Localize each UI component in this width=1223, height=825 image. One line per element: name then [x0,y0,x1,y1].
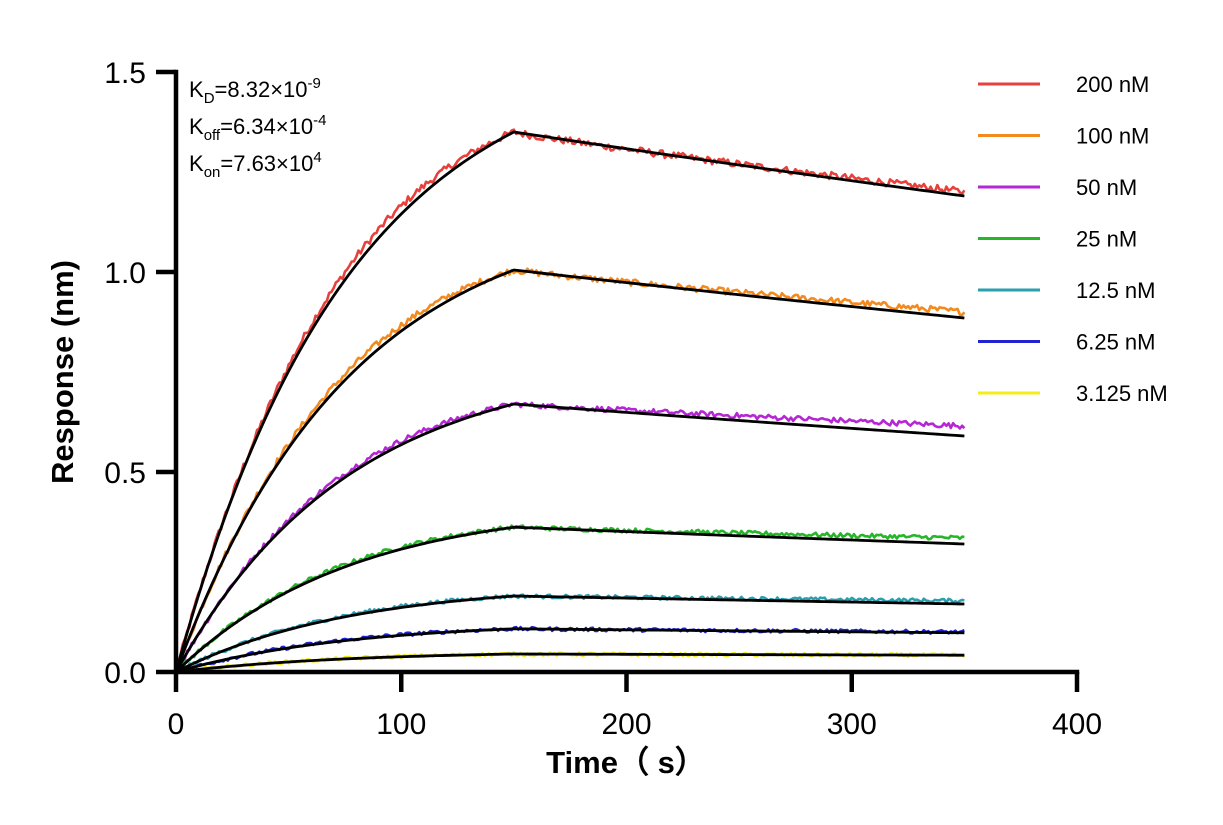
series-trace-1 [174,267,966,673]
y-tick-label: 1.0 [104,257,146,290]
series-fit-0 [174,130,965,673]
x-axis-title: Time（ s） [546,745,706,780]
series-trace-3 [175,524,965,674]
y-axis-title: Response (nm) [45,260,80,484]
y-tick-label: 1.5 [104,57,146,90]
ticks-layer: 0 100 200 300 400 0.0 0.5 1.0 1.5 [104,57,1102,741]
kinetic-constant: Koff=6.34×10-4 [189,112,326,144]
series-trace-5 [175,625,965,674]
x-tick-label: 200 [601,708,651,741]
legend: 200 nM 100 nM 50 nM 25 nM 12.5 nM 6.25 nM 3.12… [978,72,1168,406]
legend-label: 100 nM [1076,124,1149,149]
legend-label: 12.5 nM [1076,278,1156,303]
y-tick-label: 0.0 [104,657,146,690]
series-fit-6 [175,652,965,674]
legend-label: 3.125 nM [1076,381,1168,406]
data-layer [174,128,966,674]
legend-label: 50 nM [1076,175,1137,200]
kinetic-constant: Kon=7.63×104 [189,149,322,181]
series-fit-5 [175,627,965,674]
kinetics-annotation: KD=8.32×10-9 Koff=6.34×10-4 Kon=7.63×104 [189,75,326,181]
x-tick-label: 0 [168,708,185,741]
legend-label: 200 nM [1076,72,1149,97]
x-tick-label: 400 [1052,708,1102,741]
series-fit-3 [175,525,965,674]
legend-label: 25 nM [1076,227,1137,252]
y-tick-label: 0.5 [104,457,146,490]
x-tick-label: 100 [376,708,426,741]
series-fit-4 [175,594,965,674]
kinetic-constant: KD=8.32×10-9 [189,75,321,107]
series-fit-2 [174,402,965,673]
series-fit-1 [174,268,965,673]
legend-label: 6.25 nM [1076,330,1156,355]
series-trace-0 [174,128,966,673]
x-tick-label: 300 [827,708,877,741]
